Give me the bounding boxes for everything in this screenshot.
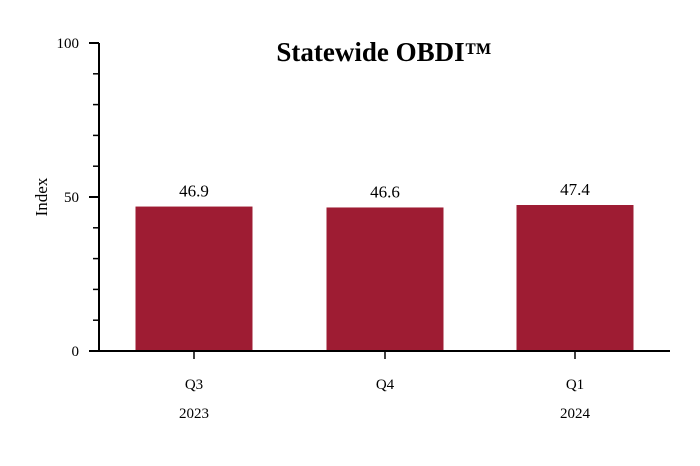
data-label: 46.9 [179, 182, 209, 201]
chart-title: Statewide OBDI™ [276, 37, 491, 67]
x-year-label: 2023 [179, 406, 209, 422]
data-label: 47.4 [560, 180, 590, 199]
x-tick-label: Q3 [185, 377, 203, 393]
y-tick-label: 0 [72, 344, 80, 360]
x-tick-label: Q1 [566, 377, 584, 393]
bar-q4 [326, 207, 444, 351]
bar-q1 [516, 205, 634, 351]
data-label: 46.6 [370, 182, 400, 201]
bar-q3 [135, 206, 253, 351]
x-tick-label: Q4 [376, 377, 395, 393]
x-year-label: 2024 [560, 406, 591, 422]
y-tick-label: 50 [64, 190, 79, 206]
y-tick-label: 100 [57, 36, 80, 52]
y-axis-title: Index [32, 177, 51, 216]
plot-area: 46.9 46.6 47.4 0 50 100 Q3 2023 Q4 Q1 2024 [57, 36, 670, 422]
